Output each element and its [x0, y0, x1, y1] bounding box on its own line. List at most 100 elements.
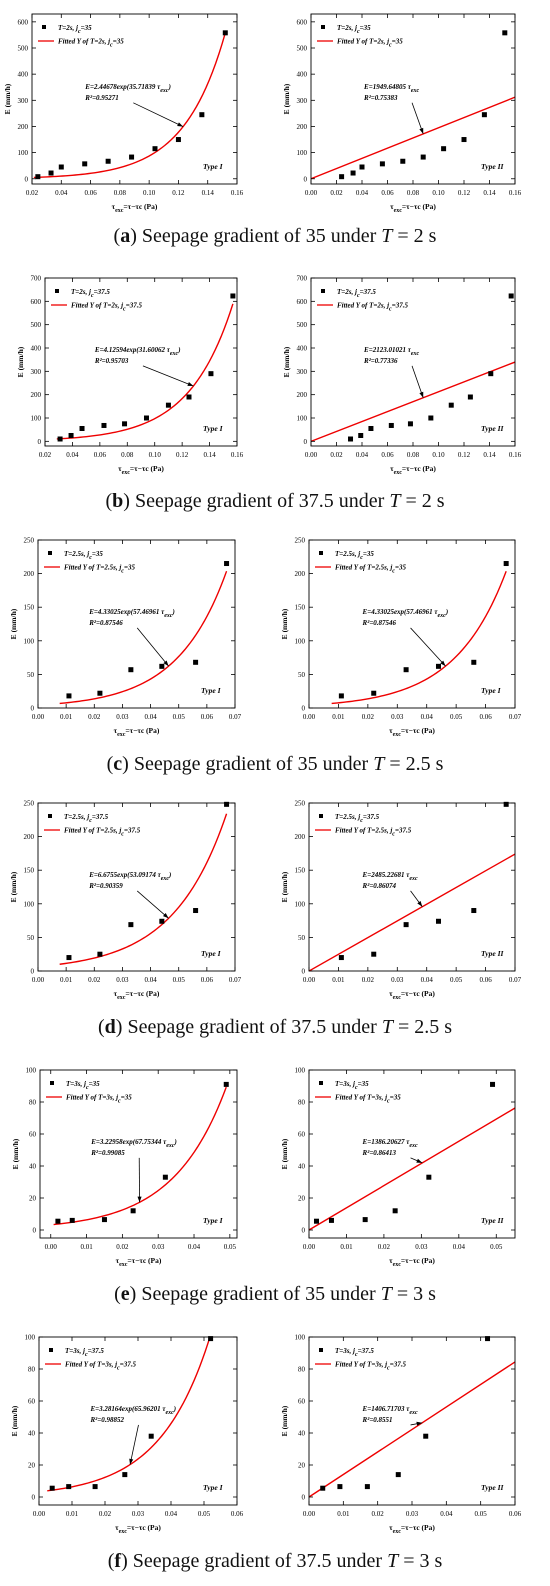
data-point	[320, 1486, 325, 1491]
y-tick-label: 40	[298, 1163, 306, 1171]
data-point	[49, 171, 54, 176]
data-point	[339, 174, 344, 179]
y-tick-label: 40	[298, 1430, 306, 1438]
chart-c1: 0.00 0.01 0.02 0.03 0.04 0.05 0.06 0.0705010015…	[9, 537, 242, 739]
legend-entry-points: T=2.5s, jc=37.5	[64, 813, 109, 824]
data-point	[504, 561, 509, 566]
x-tick-label: 0.00	[33, 1510, 46, 1518]
data-point	[153, 146, 158, 151]
legend-entry-points: T=3s, jc=35	[66, 1080, 100, 1091]
y-tick-label: 0	[31, 968, 35, 976]
y-tick-label: 0	[302, 1494, 306, 1502]
y-tick-label: 400	[18, 71, 29, 79]
chart-f2: 0.00 0.01 0.02 0.03 0.04 0.05 0.06020406080100…	[280, 1334, 522, 1536]
x-tick-label: 0.01	[332, 976, 345, 984]
x-axis-label: τexc=τ−τc (Pa)	[389, 1256, 435, 1268]
x-tick-label: 0.07	[509, 713, 522, 721]
data-point	[423, 1434, 428, 1439]
y-tick-label: 250	[295, 537, 306, 545]
chart-c2: 0.00 0.01 0.02 0.03 0.04 0.05 0.06 0.0705010015…	[280, 537, 522, 739]
data-point	[159, 919, 164, 924]
x-tick-label: 0.01	[66, 1510, 79, 1518]
legend-entry-points: T=3s, jc=35	[335, 1080, 369, 1091]
equation-label: E=2485.22681 τexc	[362, 871, 418, 882]
fit-line	[60, 571, 227, 703]
x-tick-label: 0.06	[231, 1510, 244, 1518]
y-tick-label: 20	[29, 1195, 37, 1203]
legend-marker	[48, 551, 52, 555]
y-tick-label: 200	[31, 391, 42, 399]
x-tick-label: 0.01	[80, 1243, 93, 1251]
x-tick-label: 0.06	[201, 713, 214, 721]
legend-marker	[55, 289, 59, 293]
x-tick-label: 0.02	[99, 1510, 112, 1518]
chart-e1: 0.00 0.01 0.02 0.03 0.04 0.05020406080100τexc…	[11, 1067, 237, 1269]
data-point	[348, 437, 353, 442]
data-point	[404, 922, 409, 927]
legend-marker	[319, 1081, 323, 1085]
y-tick-label: 20	[298, 1462, 306, 1470]
y-tick-label: 500	[297, 321, 308, 329]
x-tick-label: 0.00	[32, 713, 45, 721]
y-tick-label: 250	[24, 800, 35, 808]
data-point	[208, 371, 213, 376]
chart-a1: 0.02 0.04 0.06 0.08 0.10 0.12 0.14 0.1601002003…	[3, 14, 244, 214]
data-point	[50, 1486, 55, 1491]
x-tick-label: 0.02	[362, 976, 375, 984]
x-tick-label: 0.01	[332, 713, 345, 721]
y-axis-label: E (mm/h)	[16, 346, 25, 377]
x-tick-label: 0.07	[509, 976, 522, 984]
y-tick-label: 150	[295, 604, 306, 612]
y-tick-label: 100	[297, 415, 308, 423]
x-tick-label: 0.04	[421, 713, 434, 721]
x-axis-label: τexc=τ−τc (Pa)	[389, 1523, 435, 1535]
x-tick-label: 0.12	[172, 189, 185, 197]
x-tick-label: 0.10	[432, 451, 445, 459]
arrow-line	[133, 103, 183, 127]
y-tick-label: 300	[297, 97, 308, 105]
arrow-line	[137, 628, 168, 666]
y-tick-label: 50	[27, 671, 35, 679]
data-point	[97, 952, 102, 957]
x-tick-label: 0.16	[509, 189, 522, 197]
x-tick-label: 0.06	[201, 976, 214, 984]
x-axis-label: τexc=τ−τc (Pa)	[116, 1256, 162, 1268]
x-tick-label: 0.06	[381, 451, 394, 459]
x-tick-label: 0.08	[407, 451, 420, 459]
equation-label: E=4.33025exp(57.46961 τexc)	[88, 608, 175, 619]
equation-label: E=3.22958exp(67.75344 τexc)	[90, 1138, 177, 1149]
y-tick-label: 250	[295, 800, 306, 808]
x-tick-label: 0.02	[26, 189, 39, 197]
x-tick-label: 0.05	[198, 1510, 211, 1518]
fit-line	[309, 1362, 515, 1497]
data-point	[199, 112, 204, 117]
x-tick-label: 0.05	[173, 976, 186, 984]
r2-label: R²=0.87546	[362, 619, 397, 627]
data-point	[389, 423, 394, 428]
data-point	[193, 908, 198, 913]
legend-marker	[49, 1348, 53, 1352]
x-tick-label: 0.06	[509, 1510, 522, 1518]
y-axis-label: E (mm/h)	[9, 871, 18, 902]
x-tick-label: 0.06	[479, 976, 492, 984]
legend-entry-fit: Fitted Y of T=2s, jc=35	[337, 38, 403, 49]
x-axis-label: τexc=τ−τc (Pa)	[389, 989, 435, 1001]
data-point	[66, 955, 71, 960]
data-point	[159, 664, 164, 669]
arrow-line	[137, 891, 168, 918]
r2-label: R²=0.77336	[363, 357, 398, 365]
legend-entry-points: T=3s, jc=37.5	[335, 1347, 374, 1358]
x-axis-label: τexc=τ−τc (Pa)	[112, 202, 158, 214]
x-tick-label: 0.04	[55, 189, 68, 197]
y-tick-label: 600	[18, 18, 29, 26]
y-tick-label: 100	[31, 415, 42, 423]
data-point	[363, 1217, 368, 1222]
caption-f: (f) Seepage gradient of 37.5 under T = 3…	[0, 1550, 550, 1573]
type-label: Type I	[203, 162, 224, 171]
y-tick-label: 150	[24, 867, 35, 875]
y-tick-label: 200	[297, 123, 308, 131]
equation-label: E=1949.64805 τexc	[363, 83, 419, 94]
data-point	[55, 1219, 60, 1224]
x-tick-label: 0.05	[224, 1243, 237, 1251]
data-point	[482, 112, 487, 117]
